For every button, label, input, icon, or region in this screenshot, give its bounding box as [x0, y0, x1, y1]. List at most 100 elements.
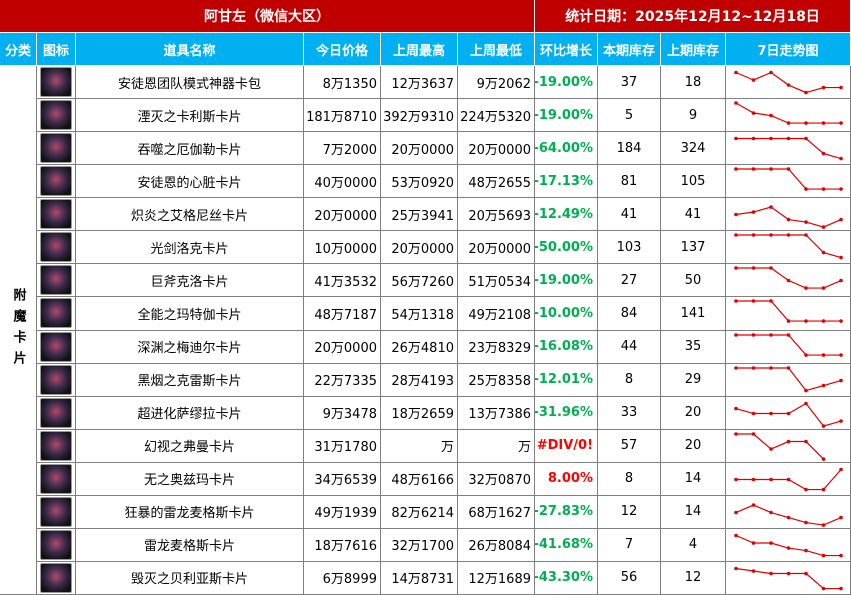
- trend-point: [804, 571, 808, 576]
- trend-point: [751, 233, 756, 238]
- today: 34万6539: [304, 462, 381, 496]
- trend-line: [736, 300, 841, 323]
- sparkline: [734, 70, 843, 95]
- trend-point: [804, 487, 808, 492]
- name: 光剑洛克卡片: [76, 231, 304, 265]
- trend-point: [751, 477, 756, 482]
- trend-point: [786, 136, 791, 141]
- category: 附魔卡片: [0, 66, 37, 595]
- icon-cell: [37, 132, 76, 166]
- trend-point: [786, 319, 791, 324]
- sparkline: [734, 365, 843, 392]
- week-high: 20万0000: [381, 231, 458, 265]
- prev-stock: 12: [661, 561, 726, 595]
- trend-point: [821, 523, 826, 527]
- trend-point: [769, 136, 773, 141]
- icon-cell: [37, 198, 76, 232]
- trend-line: [736, 333, 841, 356]
- trend-point: [751, 332, 756, 337]
- trend-point: [769, 510, 773, 515]
- sparkline: [734, 101, 843, 125]
- icon-cell: [37, 330, 76, 364]
- prev-stock: 105: [661, 165, 726, 199]
- trend-point: [786, 571, 791, 576]
- growth: -64.00%: [535, 132, 598, 166]
- today: 20万0000: [304, 198, 381, 232]
- trend-line: [736, 433, 824, 460]
- week-low: 20万0000: [458, 132, 535, 166]
- trend-point: [734, 266, 738, 271]
- stock: 57: [598, 429, 661, 463]
- trend-point: [734, 365, 738, 370]
- trend-point: [821, 151, 826, 156]
- stock: 8: [598, 363, 661, 397]
- growth: -19.00%: [535, 264, 598, 298]
- week-low: 32万0870: [458, 462, 535, 496]
- week-high: 20万0000: [381, 132, 458, 166]
- trend-point: [786, 121, 791, 125]
- week-high: 56万7260: [381, 264, 458, 298]
- trend-point: [734, 477, 738, 482]
- trend-point: [839, 121, 843, 125]
- today: 20万0000: [304, 330, 381, 364]
- sparkline: [734, 533, 843, 558]
- trend-point: [804, 286, 808, 291]
- trend-line: [735, 206, 842, 228]
- sparkline: [734, 467, 843, 492]
- today: 181万8710: [304, 99, 381, 133]
- prev-stock: 35: [661, 330, 726, 364]
- week-high: 32万1700: [381, 528, 458, 562]
- trend-point: [839, 85, 843, 90]
- trend-point: [751, 299, 756, 304]
- trend-point: [821, 487, 826, 492]
- trend-point: [769, 541, 773, 545]
- trend-point: [804, 352, 808, 357]
- trend-point: [769, 113, 773, 118]
- stock: 84: [598, 297, 661, 331]
- week-high: 25万3941: [381, 198, 458, 232]
- trend-point: [751, 569, 756, 573]
- trend-point: [734, 510, 738, 515]
- trend-point: [821, 121, 826, 125]
- growth: -17.13%: [535, 165, 598, 199]
- growth: -19.00%: [535, 99, 598, 133]
- trend-point: [839, 156, 843, 161]
- name: 安徒恩团队模式神器卡包: [76, 66, 304, 100]
- stock: 103: [598, 231, 661, 265]
- trend-point: [804, 548, 808, 553]
- today: 22万7335: [304, 363, 381, 397]
- prev-stock: 41: [661, 198, 726, 232]
- week-low: 9万2062: [458, 66, 535, 100]
- column-header: 上周最高: [381, 33, 458, 66]
- week-high: 28万4193: [381, 363, 458, 397]
- trend-point: [734, 212, 738, 217]
- trend-point: [751, 411, 756, 415]
- name: 湮灭之卡利斯卡片: [76, 99, 304, 133]
- trend-point: [734, 533, 738, 538]
- name: 巨斧克洛卡片: [76, 264, 304, 298]
- trend-point: [734, 233, 738, 238]
- trend-line: [736, 267, 842, 290]
- week-low: 12万1689: [458, 561, 535, 595]
- name: 深渊之梅迪尔卡片: [76, 330, 304, 364]
- trend-point: [821, 286, 826, 291]
- item-icon: [40, 232, 72, 263]
- trend-point: [804, 187, 808, 192]
- week-low: 23万8329: [458, 330, 535, 364]
- prev-stock: 18: [661, 66, 726, 100]
- trend-point: [769, 332, 773, 337]
- trend-line: [736, 234, 842, 259]
- trend-point: [734, 101, 738, 105]
- column-header: 上周最低: [458, 33, 535, 66]
- item-icon: [40, 166, 72, 197]
- trend-line: [736, 138, 842, 160]
- trend-point: [839, 352, 843, 357]
- icon-cell: [37, 528, 76, 562]
- item-icon: [40, 430, 72, 461]
- trend-point: [769, 167, 773, 171]
- week-high: 14万8731: [381, 561, 458, 595]
- trend-point: [769, 266, 773, 271]
- trend-line: [735, 504, 842, 526]
- growth: #DIV/0!: [535, 429, 598, 463]
- stock: 27: [598, 264, 661, 298]
